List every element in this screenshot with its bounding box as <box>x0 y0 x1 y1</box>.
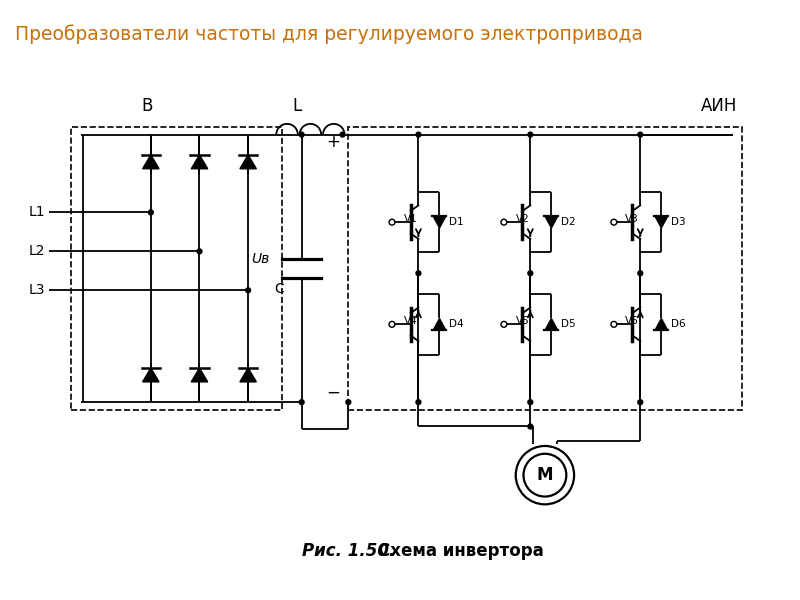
Circle shape <box>416 271 421 275</box>
Polygon shape <box>142 368 159 382</box>
Text: В: В <box>142 97 153 115</box>
Circle shape <box>197 249 202 254</box>
Text: D2: D2 <box>561 217 575 227</box>
Circle shape <box>416 132 421 137</box>
Text: D5: D5 <box>561 319 575 329</box>
Text: L1: L1 <box>28 205 45 220</box>
Polygon shape <box>433 217 446 228</box>
Polygon shape <box>655 217 668 228</box>
Text: V6: V6 <box>626 316 639 326</box>
Text: D6: D6 <box>670 319 686 329</box>
Text: V2: V2 <box>515 214 530 224</box>
Text: Uв: Uв <box>252 251 270 266</box>
Circle shape <box>346 400 350 404</box>
Text: C: C <box>274 282 284 296</box>
Text: L3: L3 <box>28 283 45 297</box>
Circle shape <box>638 132 642 137</box>
Text: Схема инвертора: Схема инвертора <box>378 542 543 560</box>
Text: L2: L2 <box>28 244 45 259</box>
Polygon shape <box>240 368 256 382</box>
Circle shape <box>638 271 642 275</box>
Circle shape <box>340 132 345 137</box>
Polygon shape <box>655 319 668 330</box>
Polygon shape <box>240 155 256 169</box>
Text: D4: D4 <box>449 319 463 329</box>
Polygon shape <box>545 319 558 330</box>
Text: V4: V4 <box>403 316 418 326</box>
Circle shape <box>528 132 533 137</box>
Circle shape <box>246 288 250 293</box>
Circle shape <box>299 132 304 137</box>
Text: D3: D3 <box>670 217 686 227</box>
Circle shape <box>528 400 533 404</box>
Text: АИН: АИН <box>702 97 738 115</box>
Polygon shape <box>545 217 558 228</box>
Polygon shape <box>191 155 208 169</box>
Polygon shape <box>191 368 208 382</box>
Circle shape <box>528 424 533 429</box>
Text: V3: V3 <box>626 214 639 224</box>
Text: V1: V1 <box>403 214 418 224</box>
Text: Преобразователи частоты для регулируемого электропривода: Преобразователи частоты для регулируемог… <box>14 25 642 44</box>
Text: +: + <box>326 133 340 151</box>
Text: Рис. 1.50.: Рис. 1.50. <box>302 542 395 560</box>
Polygon shape <box>433 319 446 330</box>
Text: L: L <box>292 97 302 115</box>
Polygon shape <box>142 155 159 169</box>
Bar <box>348 127 742 410</box>
Circle shape <box>299 400 304 404</box>
Circle shape <box>416 400 421 404</box>
Text: V5: V5 <box>515 316 530 326</box>
Text: M: M <box>537 466 553 484</box>
Bar <box>71 127 282 410</box>
Text: −: − <box>326 383 340 401</box>
Circle shape <box>148 210 154 215</box>
Text: D1: D1 <box>449 217 463 227</box>
Circle shape <box>528 271 533 275</box>
Circle shape <box>638 400 642 404</box>
